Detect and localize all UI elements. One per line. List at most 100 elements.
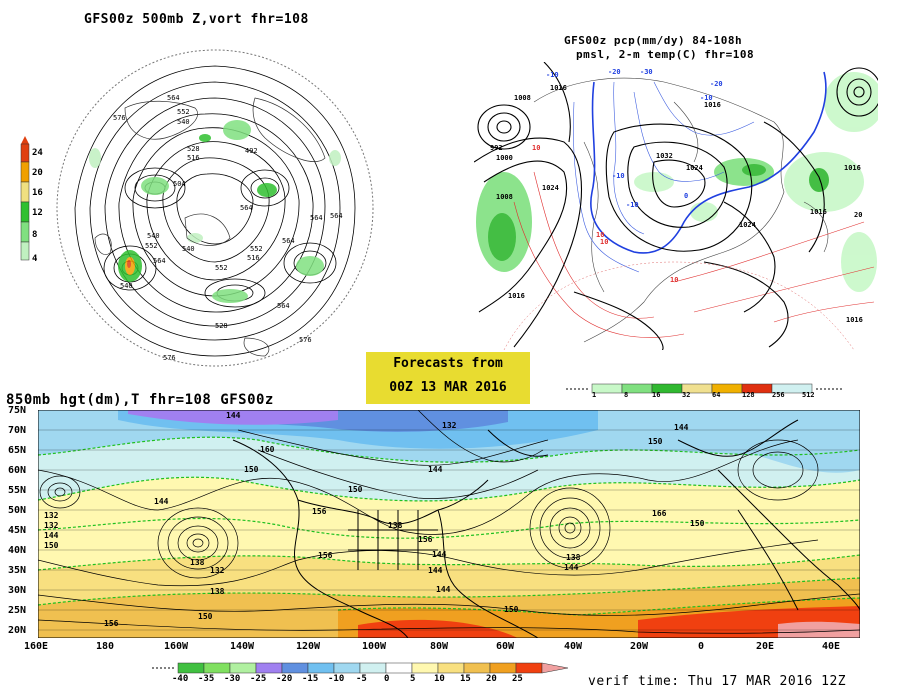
lon-label: 80W: [430, 641, 449, 652]
lon-label: 0: [698, 641, 705, 652]
forecast-init-box: Forecasts from 00Z 13 MAR 2016: [366, 352, 530, 404]
pcp-pmsl-map: 1008 1016 1000 992 1008 1024 1032 1024 1…: [474, 62, 878, 350]
temp-tick: 25: [512, 674, 523, 684]
temp-colorbar: -40 -35 -30 -25 -20 -15 -10 -5 0 5 10 15…: [152, 660, 592, 688]
contour-label: 516: [247, 254, 260, 262]
temp-label-warm: 10: [532, 144, 540, 152]
temp-label-cold: -30: [640, 68, 653, 76]
temp-tick: -35: [198, 674, 215, 684]
pcp-colorbar-graphic: [566, 383, 844, 394]
verif-time: verif time: Thu 17 MAR 2016 12Z: [588, 674, 847, 689]
isobar-label: 1008: [514, 94, 531, 102]
forecast-init-line2: 00Z 13 MAR 2016: [389, 380, 507, 395]
vort-tick: 12: [32, 208, 43, 218]
polar-map-500mb: 576 564 552 540 528 516 492 504 540 564 …: [56, 49, 374, 367]
contour-label: 540: [177, 118, 190, 126]
isobar-label: 1016: [508, 292, 525, 300]
pcp-tick: 256: [772, 391, 785, 399]
temp-label-cold: -20: [608, 68, 621, 76]
lat-label: 75N: [8, 405, 27, 416]
height-label: 150: [244, 465, 259, 474]
lon-label: 140W: [230, 641, 255, 652]
contour-label: 492: [245, 147, 258, 155]
height-label: 160: [260, 445, 275, 454]
height-label: 144: [154, 497, 169, 506]
temp-label-cold: 0: [684, 192, 688, 200]
temp-label-cold: -10: [546, 71, 559, 79]
panel-pcp-title-line1: GFS00z pcp(mm/dy) 84-108h: [564, 34, 743, 47]
temp-tick: -10: [328, 674, 345, 684]
isobar-label: 1024: [739, 221, 756, 229]
height-label: 150: [348, 485, 363, 494]
contour-label: 516: [187, 154, 200, 162]
pcp-tick: 8: [624, 391, 629, 399]
panel-pcp-title-line2: pmsl, 2-m temp(C) fhr=108: [576, 48, 755, 61]
height-label: 132: [44, 521, 59, 530]
height-label: 156: [312, 507, 327, 516]
contour-label: 552: [250, 245, 263, 253]
vort-tick: 20: [32, 168, 43, 178]
temp-label-cold: -20: [710, 80, 723, 88]
lat-axis: 75N 70N 65N 60N 55N 50N 45N 40N 35N 30N …: [8, 405, 40, 640]
height-label: 156: [418, 535, 433, 544]
contour-label: 576: [113, 114, 126, 122]
lat-label: 25N: [8, 605, 27, 616]
isobar-label: 1016: [846, 316, 863, 324]
vort-colorbar-graphic: [20, 136, 30, 261]
lon-label: 160W: [164, 641, 189, 652]
lon-label: 100W: [362, 641, 387, 652]
pcp-tick: 32: [682, 391, 691, 399]
height-label: 156: [318, 551, 333, 560]
pcp-tick: 16: [652, 391, 661, 399]
height-label: 144: [428, 566, 443, 575]
lon-label: 180: [96, 641, 115, 652]
height-label: 144: [564, 563, 579, 572]
contour-label: 564: [167, 94, 180, 102]
lat-label: 65N: [8, 445, 27, 456]
height-label: 138: [210, 587, 225, 596]
isobar-label: 1008: [496, 193, 513, 201]
temp-label-cold: -10: [700, 94, 713, 102]
height-label: 150: [198, 612, 213, 621]
contour-label: 552: [215, 264, 228, 272]
lon-label: 160E: [24, 641, 49, 652]
contour-label: 576: [163, 354, 176, 362]
isobar-label: 1016: [810, 208, 827, 216]
isobar-label: 1024: [542, 184, 559, 192]
lat-label: 45N: [8, 525, 27, 536]
isobar-label: 1016: [550, 84, 567, 92]
temp-label-warm: 10: [600, 238, 608, 246]
lon-axis: 160E 180 160W 140W 120W 100W 80W 60W 40W…: [24, 641, 874, 655]
temp-label-warm: 10: [596, 231, 604, 239]
contour-label: 576: [299, 336, 312, 344]
height-label: 132: [442, 421, 457, 430]
contour-label: 564: [330, 212, 343, 220]
lat-label: 70N: [8, 425, 27, 436]
pcp-tick: 128: [742, 391, 755, 399]
height-label: 166: [652, 509, 667, 518]
height-label: 150: [504, 605, 519, 614]
lat-label: 60N: [8, 465, 27, 476]
height-label: 132: [44, 511, 59, 520]
temp-tick: -25: [250, 674, 267, 684]
contour-label: 504: [173, 180, 186, 188]
lat-label: 35N: [8, 565, 27, 576]
forecast-init-line1: Forecasts from: [393, 356, 503, 371]
vort-tick: 8: [32, 230, 38, 240]
temp-tick: -5: [356, 674, 367, 684]
contour-label: 564: [277, 302, 290, 310]
height-label: 138: [190, 558, 205, 567]
contour-label: 540: [147, 232, 160, 240]
contour-label: 552: [177, 108, 190, 116]
contour-label: 564: [153, 257, 166, 265]
lat-label: 55N: [8, 485, 27, 496]
lon-label: 40E: [822, 641, 841, 652]
temp-label-cold: -10: [626, 201, 639, 209]
height-label: 150: [648, 437, 663, 446]
isobar-label: 1032: [656, 152, 673, 160]
pcp-tick: 1: [592, 391, 597, 399]
vort-colorbar: 24 20 16 12 8 4: [18, 132, 58, 266]
lat-label: 40N: [8, 545, 27, 556]
lat-label: 30N: [8, 585, 27, 596]
lon-label: 20W: [630, 641, 649, 652]
